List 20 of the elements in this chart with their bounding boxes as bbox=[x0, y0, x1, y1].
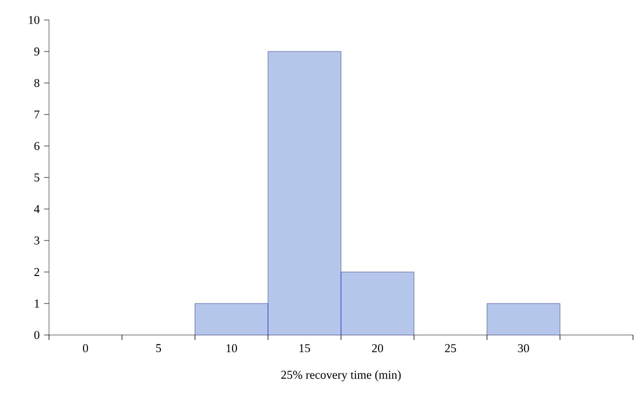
y-tick-label: 4 bbox=[34, 205, 40, 213]
y-tick-label: 1 bbox=[34, 300, 40, 308]
x-tick-label: 10 bbox=[226, 344, 238, 352]
y-tick-label: 2 bbox=[34, 268, 40, 276]
y-tick-label: 3 bbox=[34, 236, 40, 245]
x-tick-label: 0 bbox=[82, 344, 88, 352]
bar bbox=[486, 303, 560, 335]
y-tick-label: 0 bbox=[34, 330, 40, 340]
x-tick-label: 15 bbox=[300, 344, 310, 352]
y-tick-label: 7 bbox=[34, 110, 40, 118]
x-tick-label: 5 bbox=[156, 344, 162, 352]
x-tick-label: 25 bbox=[445, 344, 456, 352]
y-tick-label: 10 bbox=[28, 16, 40, 24]
y-tick-label: 9 bbox=[34, 47, 40, 56]
x-tick-label: 30 bbox=[518, 344, 530, 352]
y-tick-label: 8 bbox=[34, 78, 40, 88]
x-axis-title: 25% recovery time (min) bbox=[281, 370, 401, 382]
x-tick-label: 20 bbox=[372, 344, 384, 352]
y-tick-label: 5 bbox=[34, 174, 40, 182]
y-tick-label: 6 bbox=[34, 142, 40, 150]
